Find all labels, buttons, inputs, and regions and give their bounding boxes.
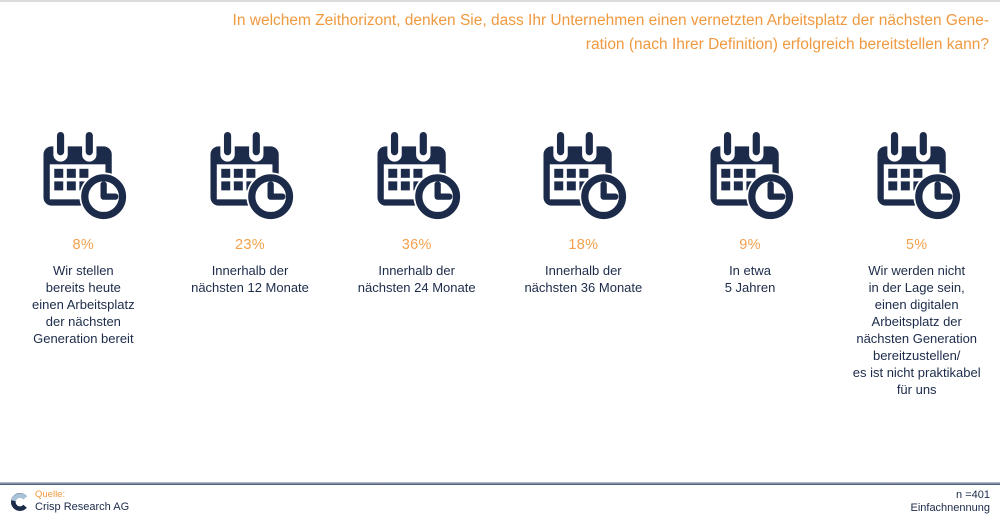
method-note: Einfachnennung: [910, 502, 990, 514]
sample-size: n =401: [956, 489, 990, 501]
column-item-3: 36% Innerhalb der nächsten 24 Monate: [333, 132, 500, 398]
source-label: Quelle:: [35, 489, 66, 500]
column-item-1: 8% Wir stellen bereits heute einen Arbei…: [0, 132, 167, 398]
column-item-5: 9% In etwa 5 Jahren: [667, 132, 834, 398]
footer-divider: [0, 482, 1000, 485]
column-item-6: 5% Wir werden nicht in der Lage sein, ei…: [833, 132, 1000, 398]
percent-value: 36%: [401, 237, 432, 253]
column-item-4: 18% Innerhalb der nächsten 36 Monate: [500, 132, 667, 398]
percent-value: 23%: [235, 237, 265, 253]
timeline-columns: 8% Wir stellen bereits heute einen Arbei…: [0, 132, 1000, 398]
calendar-clock-icon: [173, 132, 328, 220]
calendar-clock-icon: [506, 132, 661, 220]
footer-content: Quelle: Crisp Research AG n =401 Einfach…: [10, 489, 990, 518]
answer-label: Wir stellen bereits heute einen Arbeitsp…: [32, 263, 135, 346]
calendar-clock-icon: [339, 132, 494, 220]
stats-block: n =401 Einfachnennung: [910, 489, 990, 515]
percent-value: 8%: [72, 237, 95, 253]
source-text: Quelle: Crisp Research AG: [35, 489, 129, 514]
calendar-clock-icon: [673, 132, 828, 220]
answer-label: Innerhalb der nächsten 24 Monate: [357, 263, 476, 295]
answer-label: Innerhalb der nächsten 36 Monate: [524, 263, 643, 295]
answer-label: Wir werden nicht in der Lage sein, einen…: [852, 263, 981, 397]
calendar-clock-icon: [839, 132, 994, 220]
percent-value: 5%: [905, 237, 928, 253]
percent-value: 9%: [739, 237, 761, 253]
answer-label: Innerhalb der nächsten 12 Monate: [191, 263, 309, 295]
source-name: Crisp Research AG: [35, 501, 130, 513]
footer: Quelle: Crisp Research AG n =401 Einfach…: [0, 482, 1000, 521]
chart-title: In welchem Zeithorizont, denken Sie, das…: [232, 12, 989, 53]
percent-value: 18%: [568, 237, 599, 253]
crisp-research-logo-icon: [10, 491, 30, 518]
calendar-clock-icon: [6, 132, 161, 220]
column-item-2: 23% Innerhalb der nächsten 12 Monate: [167, 132, 334, 398]
source-block: Quelle: Crisp Research AG: [10, 489, 129, 518]
answer-label: In etwa 5 Jahren: [724, 263, 776, 295]
